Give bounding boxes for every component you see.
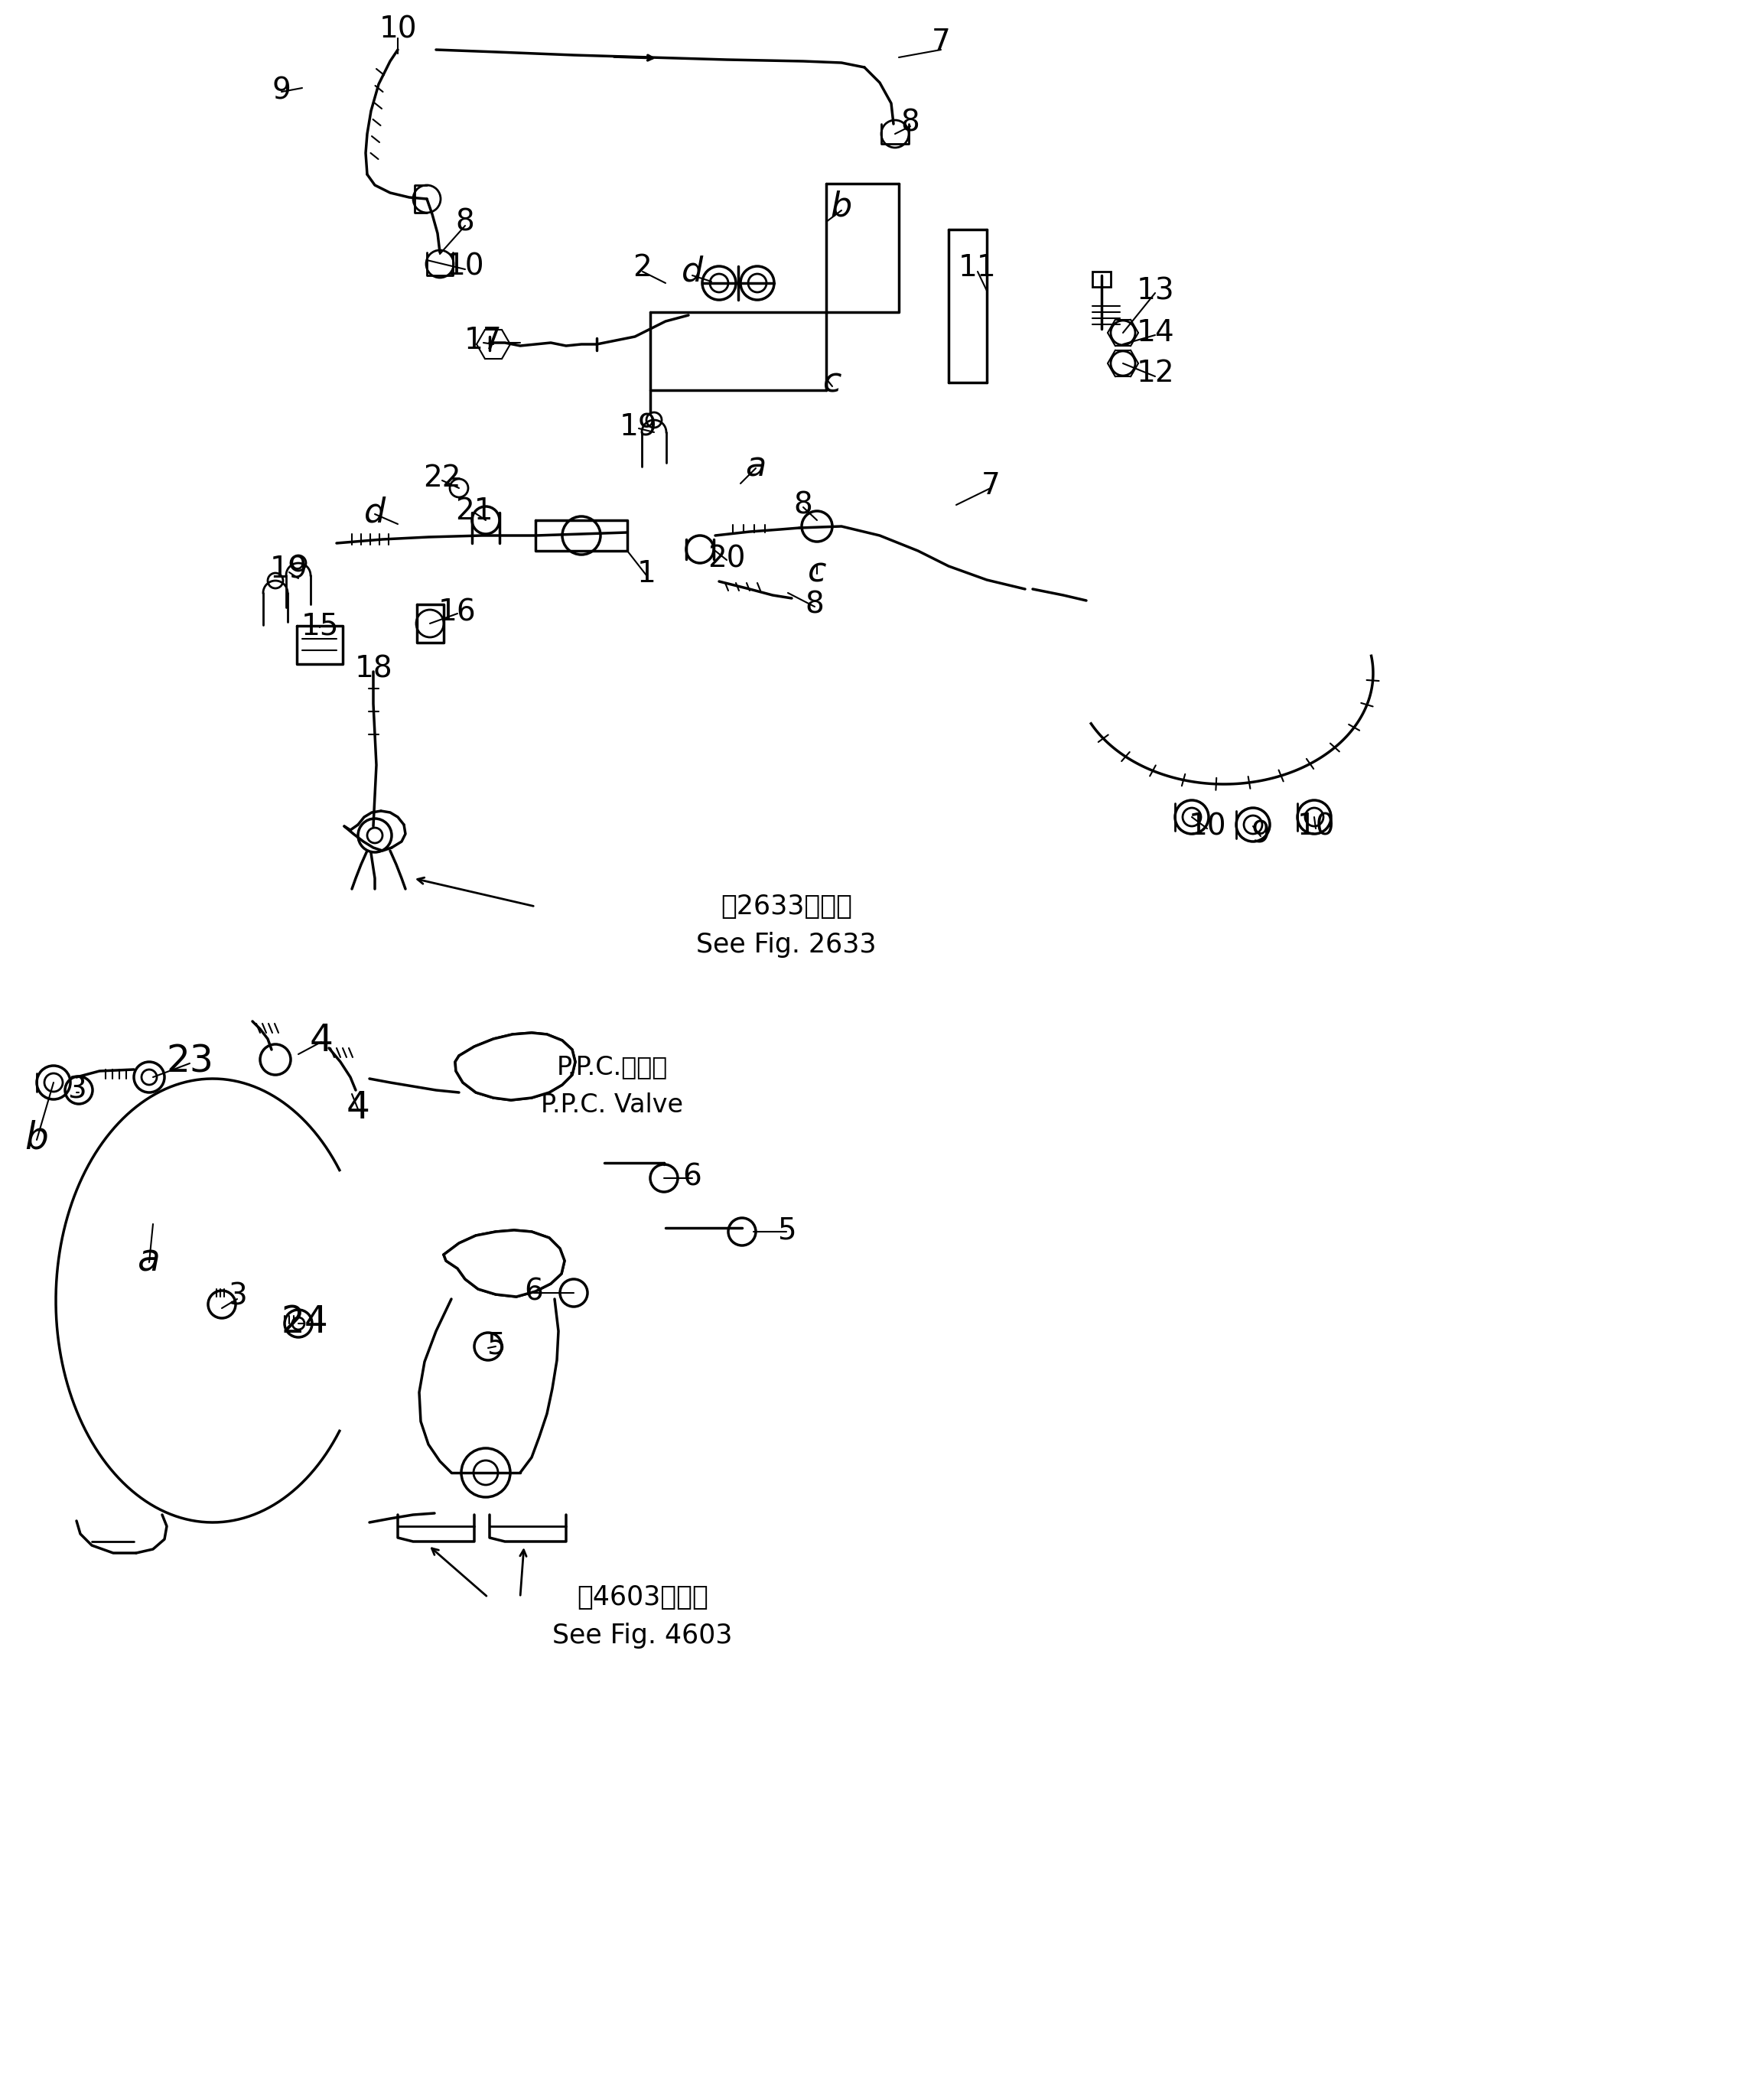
Text: See Fig. 4603: See Fig. 4603 — [553, 1623, 733, 1649]
Text: 9: 9 — [271, 76, 290, 105]
Text: 23: 23 — [167, 1044, 214, 1079]
Text: 6: 6 — [683, 1161, 702, 1191]
Text: c: c — [808, 556, 826, 588]
Text: 8: 8 — [900, 107, 919, 136]
Text: 8: 8 — [455, 208, 474, 237]
Text: 21: 21 — [455, 496, 494, 525]
Text: 8: 8 — [794, 491, 813, 519]
Text: 第2633図参照: 第2633図参照 — [721, 895, 852, 920]
Text: 24: 24 — [282, 1304, 328, 1340]
Text: 10: 10 — [1297, 813, 1335, 840]
Text: c: c — [822, 365, 841, 399]
Text: a: a — [137, 1243, 160, 1279]
Text: 15: 15 — [301, 611, 339, 640]
Text: d: d — [681, 254, 704, 288]
Bar — [1093, 271, 1111, 288]
Text: 19: 19 — [620, 412, 657, 441]
Text: 1: 1 — [636, 559, 655, 588]
Text: 7: 7 — [982, 470, 999, 500]
Text: 2: 2 — [633, 254, 652, 281]
Text: 18: 18 — [355, 655, 393, 685]
Text: d: d — [363, 496, 386, 529]
Polygon shape — [455, 1033, 575, 1100]
Text: a: a — [746, 449, 766, 483]
Text: P.P.C. Valve: P.P.C. Valve — [541, 1092, 683, 1117]
Text: 10: 10 — [1189, 813, 1225, 840]
Text: 11: 11 — [959, 254, 996, 281]
Text: b: b — [24, 1119, 49, 1157]
Text: 3: 3 — [68, 1075, 85, 1105]
Text: b: b — [831, 191, 852, 223]
Text: 4: 4 — [309, 1023, 334, 1058]
Text: 12: 12 — [1137, 359, 1175, 388]
Text: 14: 14 — [1137, 319, 1175, 347]
Text: 22: 22 — [424, 464, 461, 493]
Circle shape — [527, 1048, 535, 1056]
Polygon shape — [443, 1231, 565, 1296]
Text: 17: 17 — [464, 326, 502, 355]
Text: 6: 6 — [525, 1277, 544, 1306]
Text: 16: 16 — [438, 598, 476, 626]
Text: P.P.C.バルブ: P.P.C.バルブ — [556, 1054, 667, 1079]
Text: 第4603図参照: 第4603図参照 — [577, 1583, 709, 1611]
Text: 5: 5 — [777, 1216, 796, 1245]
Text: See Fig. 2633: See Fig. 2633 — [697, 932, 876, 958]
Text: 10: 10 — [379, 15, 417, 44]
Text: 4: 4 — [346, 1090, 370, 1126]
Text: 19: 19 — [269, 554, 308, 584]
Circle shape — [497, 1077, 506, 1088]
Text: 20: 20 — [707, 544, 746, 573]
Text: 10: 10 — [447, 252, 485, 281]
Text: 3: 3 — [228, 1283, 247, 1310]
Circle shape — [527, 1077, 535, 1088]
Text: 9: 9 — [1251, 819, 1270, 848]
Circle shape — [497, 1048, 506, 1056]
Text: 13: 13 — [1137, 277, 1175, 304]
Text: 8: 8 — [805, 590, 824, 619]
Text: 5: 5 — [487, 1331, 506, 1359]
Text: 7: 7 — [932, 27, 951, 57]
